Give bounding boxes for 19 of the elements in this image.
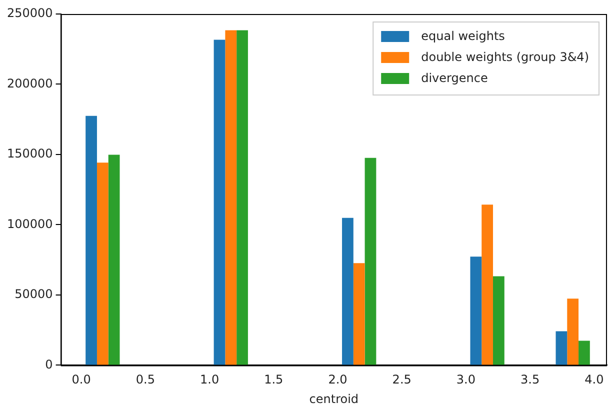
x-tick-label: 2.0 <box>328 372 348 387</box>
legend-label: double weights (group 3&4) <box>421 50 590 64</box>
y-tick-label: 100000 <box>6 216 53 231</box>
y-tick-label: 150000 <box>6 146 53 161</box>
y-tick-label: 250000 <box>6 6 53 20</box>
x-tick-label: 0.5 <box>136 372 155 387</box>
y-tick-label: 200000 <box>6 76 53 90</box>
legend-label: equal weights <box>421 29 505 44</box>
x-tick-label: 2.5 <box>392 372 412 387</box>
x-tick-label: 3.0 <box>456 372 476 387</box>
x-tick-label: 4.0 <box>584 372 604 387</box>
x-tick-label: 1.5 <box>264 372 284 387</box>
x-tick-label: 0.0 <box>72 372 91 387</box>
x-tick-label: 3.5 <box>520 372 540 387</box>
x-axis-title: centroid <box>309 392 359 406</box>
y-tick-label: 0 <box>45 357 53 372</box>
legend-label: divergence <box>421 71 488 86</box>
x-tick-label: 1.0 <box>200 372 220 387</box>
y-tick-label: 50000 <box>14 287 53 302</box>
